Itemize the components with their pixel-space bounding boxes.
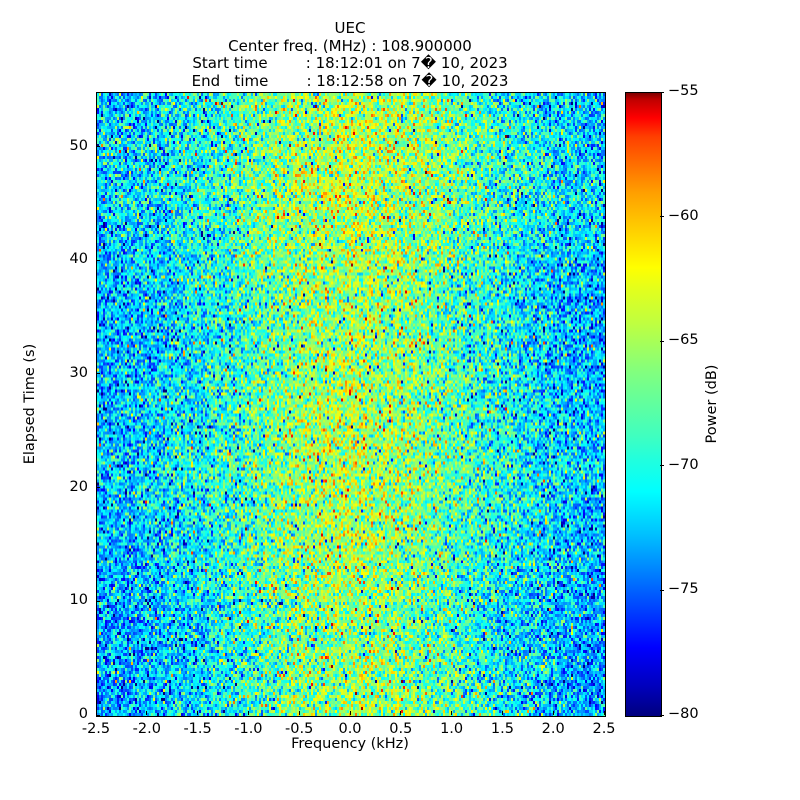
colorbar-tick (660, 714, 664, 716)
x-tick (349, 711, 351, 715)
colorbar-tick-label: −75 (668, 581, 699, 598)
x-tick (400, 711, 402, 715)
x-tick-label: 1.5 (490, 721, 514, 737)
y-tick (96, 373, 100, 375)
y-tick-label: 40 (69, 251, 88, 268)
spectrogram-axes (96, 92, 606, 717)
y-tick-label: 30 (69, 364, 88, 381)
x-tick (247, 711, 249, 715)
colorbar-tick-label: −80 (668, 706, 699, 722)
colorbar-tick (660, 589, 664, 591)
y-tick (96, 259, 100, 261)
title-end-time: End time : 18:12:58 on 7� 10, 2023 (191, 71, 509, 90)
x-tick (552, 711, 554, 715)
y-tick (96, 714, 100, 716)
y-tick-label: 50 (69, 137, 88, 154)
colorbar-tick-label: −60 (668, 207, 699, 224)
x-tick-label: -2.5 (81, 721, 111, 737)
figure-title-block: UEC Center freq. (MHz) : 108.900000 Star… (0, 19, 700, 90)
x-tick-label: 2.0 (541, 721, 565, 737)
colorbar-gradient (626, 93, 661, 716)
x-tick-label: 1.0 (440, 721, 464, 737)
colorbar-tick-label: −55 (668, 83, 699, 99)
title-station: UEC (334, 19, 366, 37)
colorbar-tick-label: −70 (668, 456, 699, 473)
colorbar-tick (660, 91, 664, 93)
x-tick (451, 711, 453, 715)
x-tick (501, 711, 503, 715)
x-tick-label: -2.0 (132, 721, 161, 737)
x-tick-label: -1.0 (234, 721, 263, 737)
colorbar-tick (660, 465, 664, 467)
colorbar-tick-label: −65 (668, 332, 699, 349)
colorbar-tick (660, 216, 664, 218)
x-tick-label: 0.5 (389, 721, 413, 737)
y-tick-label: 20 (69, 478, 88, 495)
x-tick (146, 711, 148, 715)
x-tick-label: -1.5 (183, 721, 212, 737)
x-tick-label: 2.5 (592, 721, 616, 737)
colorbar-label: Power (dB) (704, 364, 720, 443)
y-tick (96, 600, 100, 602)
spectrogram-image (97, 93, 605, 716)
colorbar-tick (660, 340, 664, 342)
x-tick (298, 711, 300, 715)
title-start-time: Start time : 18:12:01 on 7� 10, 2023 (192, 54, 508, 72)
title-center-freq: Center freq. (MHz) : 108.900000 (228, 36, 472, 55)
x-tick-label: -0.5 (285, 721, 314, 737)
y-tick-label: 0 (78, 706, 88, 722)
x-tick (197, 711, 199, 715)
colorbar (625, 92, 662, 717)
x-tick (95, 711, 97, 715)
y-tick (96, 146, 100, 148)
x-tick (603, 711, 605, 715)
y-tick-label: 10 (69, 592, 88, 609)
y-axis-label: Elapsed Time (s) (22, 343, 38, 464)
y-tick (96, 487, 100, 489)
x-tick-label: 0.0 (338, 721, 362, 737)
x-axis-label: Frequency (kHz) (291, 736, 409, 752)
